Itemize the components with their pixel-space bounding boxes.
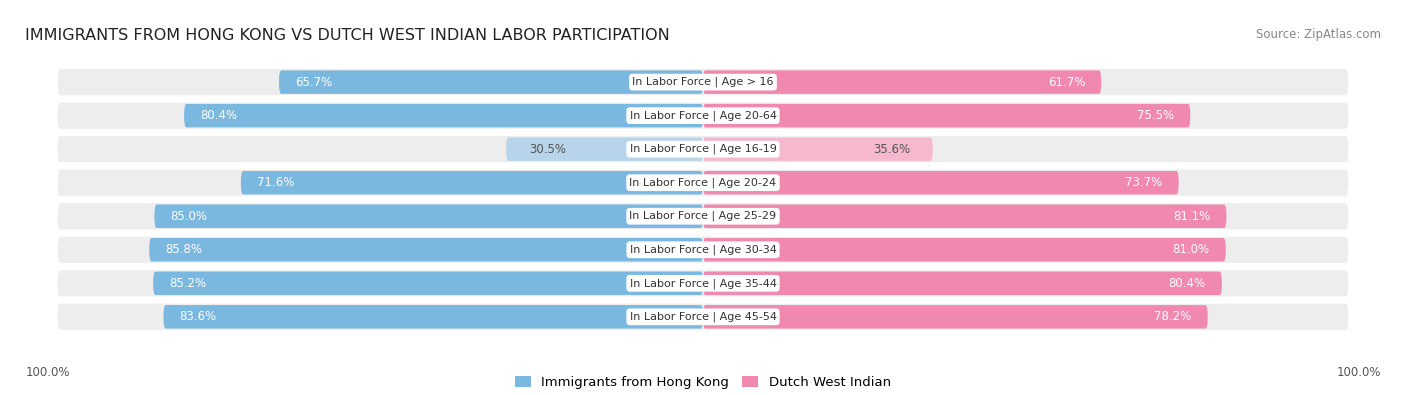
FancyBboxPatch shape [703, 305, 1208, 329]
FancyBboxPatch shape [278, 70, 703, 94]
FancyBboxPatch shape [58, 203, 1348, 229]
Text: 80.4%: 80.4% [200, 109, 238, 122]
FancyBboxPatch shape [184, 104, 703, 128]
FancyBboxPatch shape [703, 104, 1191, 128]
Text: 81.1%: 81.1% [1173, 210, 1211, 223]
FancyBboxPatch shape [153, 272, 703, 295]
Text: In Labor Force | Age 30-34: In Labor Force | Age 30-34 [630, 245, 776, 255]
Text: 30.5%: 30.5% [529, 143, 565, 156]
Text: In Labor Force | Age 45-54: In Labor Force | Age 45-54 [630, 312, 776, 322]
FancyBboxPatch shape [149, 238, 703, 261]
Text: In Labor Force | Age 20-64: In Labor Force | Age 20-64 [630, 110, 776, 121]
Text: In Labor Force | Age > 16: In Labor Force | Age > 16 [633, 77, 773, 87]
Text: 100.0%: 100.0% [1336, 366, 1381, 379]
FancyBboxPatch shape [58, 237, 1348, 263]
Text: 35.6%: 35.6% [873, 143, 910, 156]
Text: 73.7%: 73.7% [1125, 176, 1163, 189]
Text: 100.0%: 100.0% [25, 366, 70, 379]
Text: In Labor Force | Age 16-19: In Labor Force | Age 16-19 [630, 144, 776, 154]
FancyBboxPatch shape [58, 304, 1348, 330]
Text: Source: ZipAtlas.com: Source: ZipAtlas.com [1256, 28, 1381, 41]
Text: In Labor Force | Age 25-29: In Labor Force | Age 25-29 [630, 211, 776, 222]
Text: 83.6%: 83.6% [180, 310, 217, 324]
Text: 61.7%: 61.7% [1047, 75, 1085, 88]
FancyBboxPatch shape [163, 305, 703, 329]
Text: In Labor Force | Age 35-44: In Labor Force | Age 35-44 [630, 278, 776, 289]
Text: 85.8%: 85.8% [166, 243, 202, 256]
Text: In Labor Force | Age 20-24: In Labor Force | Age 20-24 [630, 177, 776, 188]
Text: 85.0%: 85.0% [170, 210, 208, 223]
FancyBboxPatch shape [506, 137, 703, 161]
FancyBboxPatch shape [703, 70, 1101, 94]
FancyBboxPatch shape [240, 171, 703, 194]
Legend: Immigrants from Hong Kong, Dutch West Indian: Immigrants from Hong Kong, Dutch West In… [515, 376, 891, 389]
Text: 65.7%: 65.7% [295, 75, 332, 88]
FancyBboxPatch shape [703, 137, 932, 161]
Text: 85.2%: 85.2% [169, 277, 207, 290]
FancyBboxPatch shape [58, 69, 1348, 95]
Text: 78.2%: 78.2% [1154, 310, 1191, 324]
FancyBboxPatch shape [58, 103, 1348, 129]
Text: IMMIGRANTS FROM HONG KONG VS DUTCH WEST INDIAN LABOR PARTICIPATION: IMMIGRANTS FROM HONG KONG VS DUTCH WEST … [25, 28, 671, 43]
Text: 75.5%: 75.5% [1137, 109, 1174, 122]
FancyBboxPatch shape [703, 205, 1226, 228]
FancyBboxPatch shape [58, 270, 1348, 296]
FancyBboxPatch shape [58, 169, 1348, 196]
FancyBboxPatch shape [58, 136, 1348, 162]
Text: 80.4%: 80.4% [1168, 277, 1206, 290]
FancyBboxPatch shape [155, 205, 703, 228]
FancyBboxPatch shape [703, 171, 1178, 194]
FancyBboxPatch shape [703, 238, 1226, 261]
Text: 71.6%: 71.6% [257, 176, 294, 189]
FancyBboxPatch shape [703, 272, 1222, 295]
Text: 81.0%: 81.0% [1173, 243, 1209, 256]
